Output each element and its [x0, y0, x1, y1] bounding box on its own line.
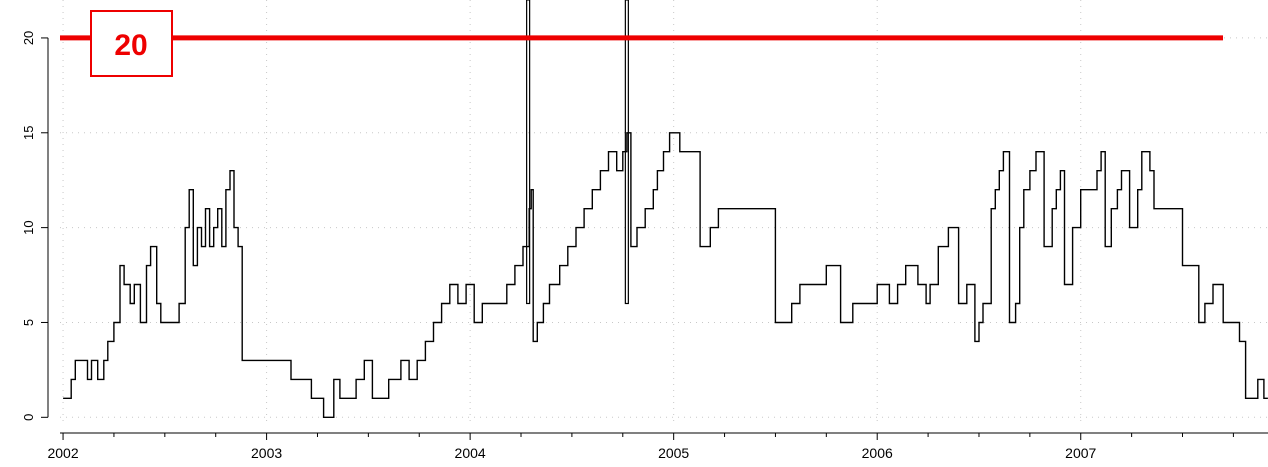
spike-0	[526, 0, 531, 305]
x-tick-label: 2004	[455, 445, 486, 461]
y-tick-label: 5	[21, 319, 36, 326]
series-layer	[63, 0, 1268, 418]
y-tick-label: 0	[21, 414, 36, 421]
series-line-0	[63, 132, 1268, 418]
spike-1	[624, 0, 629, 305]
x-tick-label: 2007	[1065, 445, 1096, 461]
threshold-label-box	[90, 10, 173, 77]
y-tick-label: 15	[21, 126, 36, 140]
y-tick-label: 10	[21, 220, 36, 234]
y-tick-label: 20	[21, 31, 36, 45]
threshold-layer: 20	[60, 10, 1223, 77]
grid	[60, 0, 1268, 423]
x-axis: 2002 2003 2004 2005 2006 2007	[47, 432, 1268, 461]
x-tick-label: 2006	[862, 445, 893, 461]
threshold-label: 20	[114, 29, 147, 62]
y-axis: 0 5 10 15 20	[21, 31, 49, 421]
x-tick-label: 2003	[251, 445, 282, 461]
x-tick-label: 2002	[47, 445, 78, 461]
x-tick-label: 2005	[658, 445, 689, 461]
